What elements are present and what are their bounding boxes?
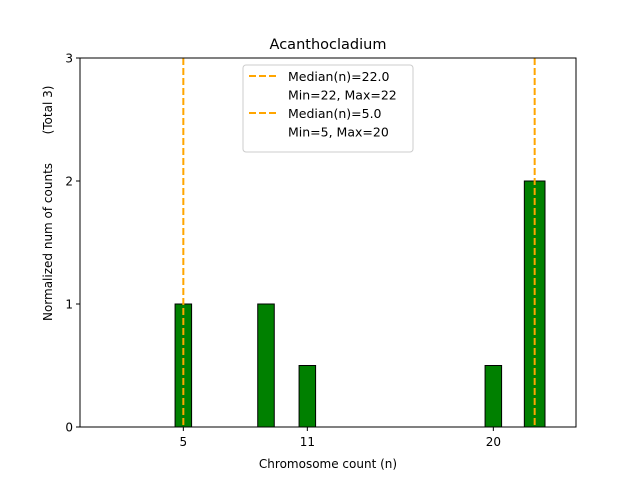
legend: Median(n)=22.0 Min=22, Max=22 Median(n)=5.…	[242, 64, 414, 153]
bar-11	[298, 365, 317, 428]
bar-9	[257, 303, 275, 428]
chart-title: Acanthocladium	[270, 37, 387, 53]
legend-box	[242, 64, 414, 153]
y-tick-label: 1	[65, 298, 73, 312]
bar-20	[484, 365, 503, 428]
x-tick-label: 20	[486, 435, 501, 449]
y-tick-label: 2	[65, 175, 73, 189]
legend-entry: Median(n)=22.0	[288, 69, 389, 84]
y-axis-label: Normalized num of counts	[41, 163, 55, 321]
legend-entry: Min=22, Max=22	[288, 88, 397, 103]
legend-entry: Median(n)=5.0	[288, 106, 382, 121]
legend-entry: Min=5, Max=20	[288, 125, 389, 140]
x-tick-label: 11	[300, 435, 315, 449]
x-tick-label: 5	[180, 435, 188, 449]
y-axis-total-note: (Total 3)	[41, 86, 55, 135]
plot-frame	[79, 57, 577, 428]
y-tick-label: 3	[65, 52, 73, 66]
x-axis-label: Chromosome count (n)	[259, 457, 397, 471]
y-tick-label: 0	[65, 421, 73, 435]
